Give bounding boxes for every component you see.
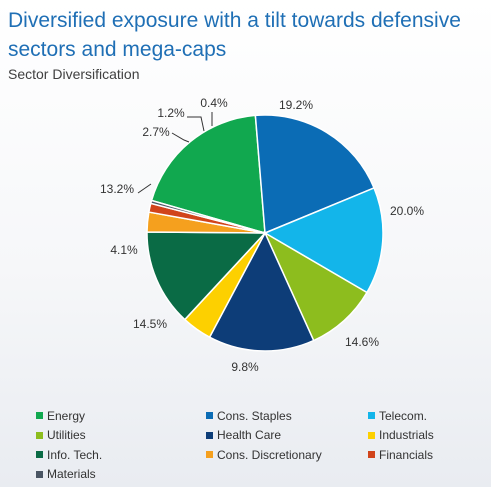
legend-swatch <box>206 412 213 420</box>
data-label: 0.4% <box>200 96 228 110</box>
legend-swatch <box>368 412 375 420</box>
legend-swatch <box>36 412 43 420</box>
chart-legend: Energy Cons. Staples Telecom. Utilities Heal… <box>36 406 476 484</box>
legend-swatch <box>36 431 43 439</box>
pie-slice-info-tech <box>146 231 267 321</box>
data-label: 4.1% <box>110 243 138 257</box>
legend-swatch <box>206 431 213 439</box>
legend-label: Health Care <box>217 428 282 443</box>
pie-chart: 19.2% 20.0% 14.6% 9.8% 14.5% 4.1% 13.2% 2.7% 1.2… <box>100 96 424 374</box>
pie-slice-utilities <box>263 231 368 342</box>
pie-slice-health-care <box>208 231 315 352</box>
legend-item: Info. Tech. <box>36 445 206 465</box>
legend-item: Health Care <box>206 426 368 446</box>
legend-item: Telecom. <box>368 406 476 426</box>
legend-item: Financials <box>368 445 476 465</box>
legend-swatch <box>206 451 213 459</box>
legend-swatch <box>36 451 43 459</box>
legend-label: Financials <box>379 447 434 462</box>
leader-line <box>187 116 205 132</box>
pie-slice-telecom <box>263 186 384 294</box>
chart-title: Diversified exposure with a tilt towards… <box>8 9 461 61</box>
data-label: 20.0% <box>390 204 424 218</box>
legend-label: Info. Tech. <box>47 447 103 462</box>
data-label: 14.5% <box>133 317 167 331</box>
legend-label: Utilities <box>47 428 86 443</box>
data-label: 19.2% <box>279 98 313 112</box>
data-label: 14.6% <box>345 335 379 349</box>
legend-label: Energy <box>47 408 86 423</box>
pie-slice-energy <box>150 114 266 235</box>
legend-item: Utilities <box>36 426 206 446</box>
data-label: 1.2% <box>157 106 185 120</box>
data-label: 2.7% <box>142 125 170 139</box>
leader-line <box>171 132 190 143</box>
legend-label: Cons. Discretionary <box>217 447 322 462</box>
legend-label: Materials <box>47 467 96 482</box>
legend-swatch <box>368 431 375 439</box>
legend-label: Industrials <box>379 428 434 443</box>
legend-item: Industrials <box>368 426 476 446</box>
legend-item: Cons. Staples <box>206 406 368 426</box>
legend-swatch <box>368 451 375 459</box>
pie-slice-materials <box>149 199 266 234</box>
legend-swatch <box>36 470 43 478</box>
chart-subtitle: Sector Diversification <box>8 66 140 82</box>
leader-line <box>137 183 152 194</box>
legend-label: Cons. Staples <box>217 408 292 423</box>
data-label: 13.2% <box>100 182 134 196</box>
legend-item: Materials <box>36 465 206 485</box>
pie-slice-cons-staples <box>254 114 376 235</box>
data-label: 9.8% <box>231 360 259 374</box>
legend-label: Telecom. <box>379 408 428 423</box>
legend-item: Cons. Discretionary <box>206 445 368 465</box>
legend-item: Energy <box>36 406 206 426</box>
